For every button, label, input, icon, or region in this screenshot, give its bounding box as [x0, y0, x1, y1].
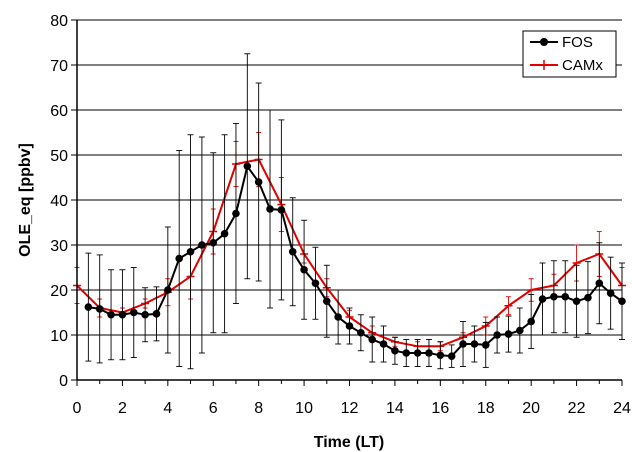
data-point: [186, 247, 195, 256]
data-point: [447, 352, 456, 360]
data-point: [334, 313, 342, 321]
data-point: [107, 310, 115, 319]
data-point: [425, 349, 433, 357]
data-point: [175, 254, 183, 263]
x-tick-label: 18: [477, 400, 495, 417]
data-point: [357, 328, 365, 337]
x-tick-label: 24: [613, 400, 631, 417]
axes: [71, 19, 623, 386]
data-point: [164, 286, 172, 294]
data-point: [618, 297, 626, 306]
data-point: [266, 205, 274, 213]
legend-marker-fos: [540, 38, 548, 46]
y-tick-label: 0: [59, 373, 68, 390]
y-tick-label: 30: [50, 238, 68, 255]
data-point: [118, 310, 127, 319]
x-tick-label: 16: [431, 400, 449, 417]
x-tick-label: 8: [254, 400, 263, 417]
data-point: [413, 349, 422, 357]
data-point: [391, 346, 399, 355]
data-point: [322, 297, 331, 306]
y-tick-label: 20: [50, 283, 68, 300]
x-tick-label: 0: [73, 400, 82, 417]
data-point: [527, 317, 535, 326]
x-tick-label: 22: [568, 400, 586, 417]
data-point: [368, 335, 377, 344]
data-point: [243, 162, 252, 171]
data-point: [481, 341, 490, 349]
y-axis-title: OLE_eq [ppbv]: [17, 143, 34, 257]
data-point: [595, 279, 604, 288]
y-tick-label: 70: [50, 58, 68, 75]
y-tick-label: 80: [50, 13, 68, 30]
data-point: [152, 310, 161, 318]
data-point: [209, 238, 218, 247]
data-point: [254, 178, 263, 186]
data-point: [232, 209, 240, 218]
data-point: [470, 340, 479, 348]
x-axis-title: Time (LT): [314, 434, 385, 451]
data-point: [311, 279, 320, 288]
series-line-fos: [88, 163, 623, 358]
data-point: [402, 349, 411, 357]
legend: FOS CAMx: [522, 30, 617, 78]
data-point: [538, 295, 547, 303]
y-tick-label: 50: [50, 148, 68, 165]
data-point: [198, 241, 206, 249]
data-point: [504, 330, 513, 338]
y-tick-label: 40: [50, 193, 68, 210]
data-point: [550, 292, 558, 301]
x-tick-label: 10: [295, 400, 313, 417]
data-point: [345, 322, 354, 330]
data-point: [436, 351, 445, 360]
data-point: [141, 310, 149, 319]
y-tick-label: 10: [50, 328, 68, 345]
x-tick-label: 2: [118, 400, 127, 417]
data-point: [277, 206, 286, 214]
data-point: [459, 340, 467, 348]
series-fos: [84, 53, 626, 370]
x-tick-label: 14: [386, 400, 404, 417]
data-point: [572, 297, 581, 306]
x-tick-label: 12: [341, 400, 359, 417]
data-point: [220, 229, 229, 238]
data-point: [288, 247, 297, 256]
legend-box: [522, 30, 617, 78]
data-point: [606, 289, 615, 297]
data-point: [300, 265, 308, 274]
x-tick-label: 6: [209, 400, 218, 417]
data-point: [561, 292, 570, 301]
data-point: [379, 340, 388, 348]
plot-area: [73, 53, 626, 370]
data-point: [516, 326, 524, 335]
y-tick-label: 60: [50, 103, 68, 120]
x-tick-label: 4: [163, 400, 172, 417]
data-point: [129, 308, 138, 317]
x-tick-label: 20: [522, 400, 540, 417]
data-point: [84, 303, 93, 311]
data-point: [95, 305, 104, 313]
legend-label-fos: FOS: [562, 34, 593, 51]
legend-label-camx: CAMx: [562, 57, 603, 74]
data-point: [493, 331, 501, 339]
data-point: [584, 293, 592, 302]
